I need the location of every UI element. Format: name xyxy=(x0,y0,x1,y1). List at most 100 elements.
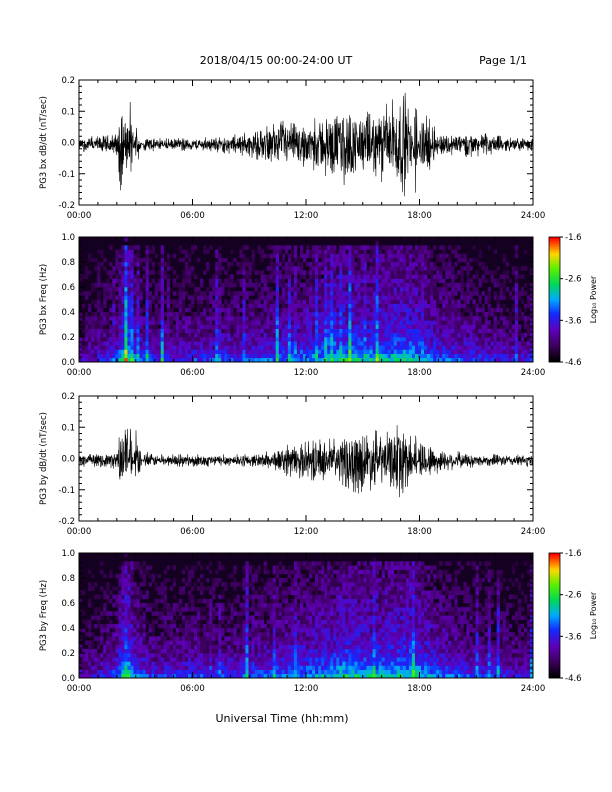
spectrogram-cell xyxy=(166,357,171,363)
spectrogram-cell xyxy=(230,603,234,608)
spectrogram-cell xyxy=(245,661,249,666)
spectrogram-cell xyxy=(354,312,358,317)
spectrogram-cell xyxy=(175,648,180,654)
spectrogram-cell xyxy=(178,673,183,679)
spectrogram-cell xyxy=(103,573,107,579)
spectrogram-cell xyxy=(203,353,207,359)
spectrogram-cell xyxy=(148,324,152,329)
spectrogram-cell xyxy=(472,257,476,263)
spectrogram-cell xyxy=(421,287,425,292)
spectrogram-cell xyxy=(266,253,270,259)
spectrogram-cell xyxy=(384,253,389,259)
spectrogram-cell xyxy=(505,349,510,354)
spectrogram-cell xyxy=(309,274,313,279)
spectrogram-cell xyxy=(451,345,455,350)
spectrogram-cell xyxy=(136,295,140,300)
spectrogram-cell xyxy=(109,337,113,342)
spectrogram-cell xyxy=(233,665,237,670)
spectrogram-cell xyxy=(493,278,497,284)
spectrogram-cell xyxy=(272,341,277,346)
spectrogram-cell xyxy=(369,262,373,267)
spectrogram-cell xyxy=(190,573,195,579)
spectrogram-cell xyxy=(393,262,398,267)
spectrogram-cell xyxy=(302,353,307,359)
spectrogram-cell xyxy=(190,615,195,620)
spectrogram-cell xyxy=(357,324,361,329)
spectrogram-cell xyxy=(100,561,104,566)
spectrogram-cell xyxy=(251,349,255,354)
spectrogram-cell xyxy=(181,312,186,317)
spectrogram-cell xyxy=(384,341,389,346)
spectrogram-cell xyxy=(520,345,525,350)
spectrogram-cell xyxy=(514,307,519,313)
spectrogram-cell xyxy=(218,307,222,313)
spectrogram-cell xyxy=(293,324,298,329)
spectrogram-cell xyxy=(130,345,134,350)
spectrogram-cell xyxy=(124,623,128,629)
spectrogram-cell xyxy=(439,353,443,359)
spectrogram-cell xyxy=(88,328,92,334)
spectrogram-cell xyxy=(384,320,389,325)
spectrogram-cell xyxy=(306,316,310,321)
spectrogram-cell xyxy=(148,665,152,670)
spectrogram-cell xyxy=(517,324,522,329)
spectrogram-cell xyxy=(405,357,410,363)
spectrogram-cell xyxy=(372,337,376,342)
spectrogram-cell xyxy=(248,632,252,637)
spectrogram-cell xyxy=(248,278,252,284)
spectrogram-cell xyxy=(254,673,258,679)
spectrogram-cell xyxy=(136,565,140,570)
spectrogram-cell xyxy=(163,640,168,645)
spectrogram-cell xyxy=(463,316,467,321)
spectrogram-cell xyxy=(139,278,143,284)
spectrogram-cell xyxy=(445,324,449,329)
spectrogram-cell xyxy=(136,337,140,342)
spectrogram-cell xyxy=(212,303,216,309)
spectrogram-cell xyxy=(484,266,488,271)
spectrogram-cell xyxy=(414,320,419,325)
spectrogram-cell xyxy=(430,291,434,296)
spectrogram-cell xyxy=(251,565,255,570)
spectrogram-cell xyxy=(230,661,234,666)
spectrogram-cell xyxy=(88,603,92,608)
spectrogram-cell xyxy=(239,262,243,267)
spectrogram-cell xyxy=(381,337,385,342)
spectrogram-cell xyxy=(411,299,416,304)
spectrogram-cell xyxy=(227,303,231,309)
spectrogram-cell xyxy=(133,287,137,292)
spectrogram-cell xyxy=(442,299,446,304)
spectrogram-cell xyxy=(254,320,258,325)
spectrogram-cell xyxy=(154,648,158,654)
spectrogram-cell xyxy=(363,253,367,259)
spectrogram-cell xyxy=(309,324,313,329)
spectrogram-cell xyxy=(209,644,213,650)
spectrogram-cell xyxy=(287,270,292,275)
spectrogram-cell xyxy=(127,307,131,313)
spectrogram-cell xyxy=(254,341,258,346)
spectrogram-cell xyxy=(236,349,240,354)
spectrogram-cell xyxy=(206,586,210,591)
spectrogram-cell xyxy=(187,644,192,650)
spectrogram-cell xyxy=(184,632,189,637)
colorbar-swatch xyxy=(549,328,560,332)
spectrogram-cell xyxy=(278,320,283,325)
spectrogram-cell xyxy=(324,245,328,250)
spectrogram-cell xyxy=(390,253,395,259)
spectrogram-cell xyxy=(336,316,340,321)
spectrogram-cell xyxy=(430,332,434,338)
spectrogram-cell xyxy=(115,640,119,645)
spectrogram-cell xyxy=(215,636,219,641)
spectrogram-cell xyxy=(190,266,195,271)
spectrogram-cell xyxy=(109,644,113,650)
spectrogram-cell xyxy=(115,316,119,321)
spectrogram-cell xyxy=(269,274,274,279)
spectrogram-cell xyxy=(390,262,395,267)
spectrogram-cell xyxy=(254,569,258,575)
spectrogram-cell xyxy=(363,312,367,317)
spectrogram-cell xyxy=(296,328,301,334)
spectrogram-cell xyxy=(160,312,165,317)
spectrogram-cell xyxy=(523,282,528,288)
spectrogram-cell xyxy=(445,270,449,275)
spectrogram-cell xyxy=(354,349,358,354)
spectrogram-cell xyxy=(490,337,494,342)
